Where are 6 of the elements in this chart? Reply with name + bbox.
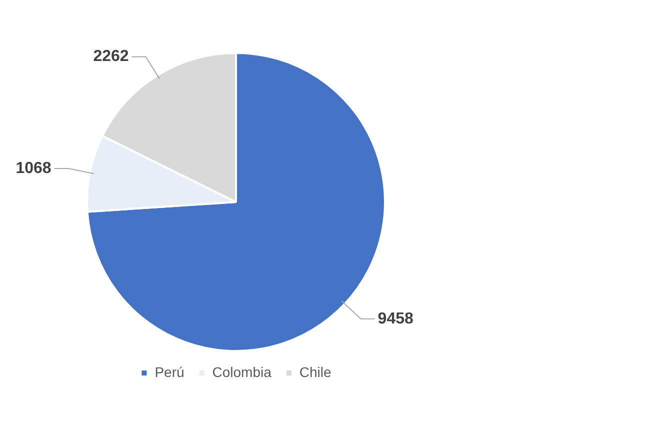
data-label: 9458 <box>378 310 414 328</box>
legend-label: Perú <box>154 364 184 380</box>
data-label: 1068 <box>16 160 52 177</box>
legend-label: Colombia <box>212 364 272 380</box>
data-label: 2262 <box>93 48 129 66</box>
legend-label: Chile <box>299 364 332 380</box>
